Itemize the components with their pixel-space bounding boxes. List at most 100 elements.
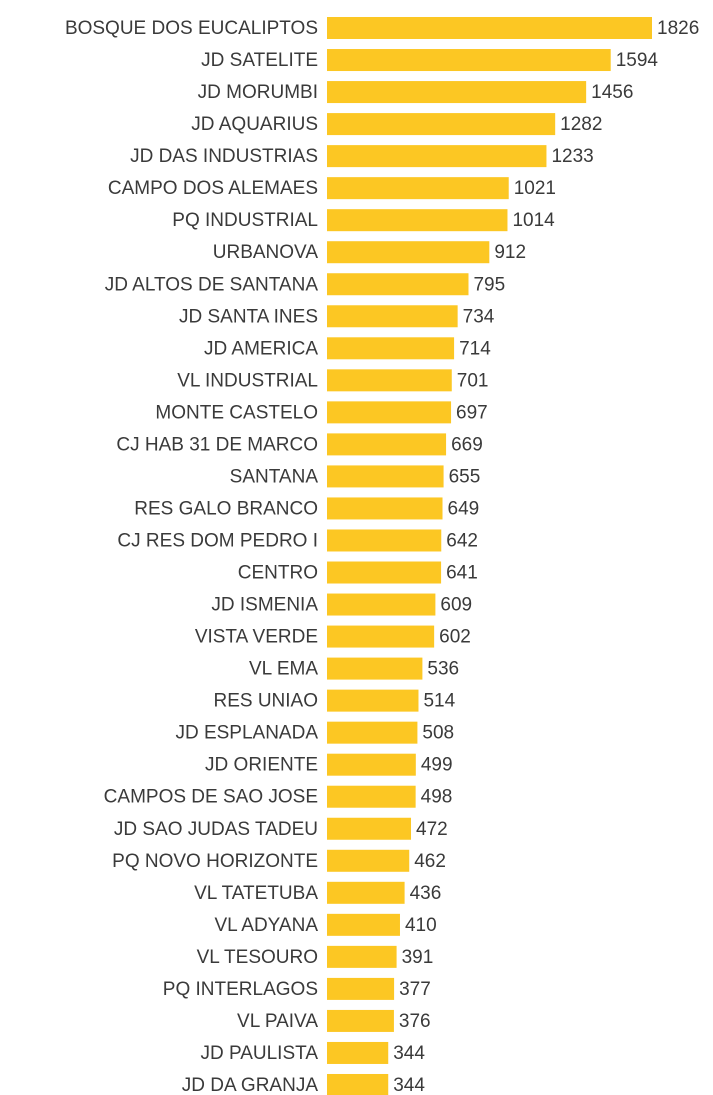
category-label: RES UNIAO (213, 691, 318, 712)
category-label: VL PAIVA (237, 1011, 318, 1032)
category-label: MONTE CASTELO (155, 402, 318, 423)
bar (327, 657, 423, 680)
category-label: JD ALTOS DE SANTANA (105, 274, 319, 295)
value-label: 472 (416, 819, 448, 840)
value-label: 602 (439, 627, 471, 648)
category-label: VISTA VERDE (195, 627, 318, 648)
bar (327, 49, 611, 72)
value-label: 1826 (657, 18, 699, 39)
bar (327, 849, 410, 872)
value-label: 436 (410, 883, 442, 904)
category-label: RES GALO BRANCO (134, 498, 318, 519)
category-label: VL ADYANA (215, 915, 319, 936)
bar (327, 305, 458, 328)
category-label: PQ NOVO HORIZONTE (112, 851, 318, 872)
category-label: JD MORUMBI (198, 82, 318, 103)
category-label: CJ RES DOM PEDRO I (117, 530, 318, 551)
value-label: 649 (448, 498, 480, 519)
bar (327, 1041, 389, 1064)
bar (327, 337, 455, 360)
value-label: 344 (393, 1075, 425, 1095)
category-label: BOSQUE DOS EUCALIPTOS (65, 18, 318, 39)
bar (327, 209, 508, 232)
value-label: 912 (494, 242, 526, 263)
value-label: 536 (427, 659, 459, 680)
category-label: JD DAS INDUSTRIAS (130, 146, 318, 167)
value-label: 508 (422, 723, 454, 744)
value-label: 1456 (591, 82, 633, 103)
category-label: PQ INDUSTRIAL (172, 210, 318, 231)
value-label: 701 (457, 370, 489, 391)
bar (327, 113, 556, 136)
category-label: JD SANTA INES (179, 306, 318, 327)
value-label: 609 (440, 595, 472, 616)
bar (327, 753, 416, 776)
bar (327, 817, 412, 840)
bar (327, 465, 444, 488)
category-label: JD PAULISTA (200, 1043, 318, 1064)
value-label: 499 (421, 755, 453, 776)
bar (327, 433, 447, 456)
bar (327, 593, 436, 616)
value-label: 376 (399, 1011, 431, 1032)
bar (327, 81, 587, 104)
value-label: 642 (446, 530, 478, 551)
category-label: JD ORIENTE (205, 755, 318, 776)
bar (327, 1073, 389, 1095)
value-label: 1233 (551, 146, 593, 167)
category-label: JD AQUARIUS (191, 114, 318, 135)
value-label: 714 (459, 338, 491, 359)
value-label: 734 (463, 306, 495, 327)
bar (327, 689, 419, 712)
value-label: 377 (399, 979, 431, 1000)
value-label: 1014 (512, 210, 555, 231)
category-label: VL TATETUBA (194, 883, 318, 904)
bar (327, 17, 652, 39)
value-label: 498 (421, 787, 453, 808)
bar (327, 273, 469, 296)
bar (327, 721, 418, 744)
category-label: JD ESPLANADA (175, 723, 318, 744)
bar (327, 369, 452, 392)
value-label: 1594 (616, 50, 659, 71)
bar (327, 881, 405, 904)
category-label: PQ INTERLAGOS (163, 979, 318, 1000)
category-label: VL TESOURO (197, 947, 318, 968)
bar (327, 497, 443, 520)
value-label: 391 (402, 947, 434, 968)
category-label: JD AMERICA (204, 338, 318, 359)
bar (327, 785, 416, 808)
category-label: SANTANA (230, 466, 319, 487)
bar (327, 145, 547, 168)
bar (327, 561, 442, 584)
value-label: 410 (405, 915, 437, 936)
bar (327, 177, 509, 200)
category-label: JD ISMENIA (211, 595, 318, 616)
category-label: URBANOVA (213, 242, 319, 263)
category-label: JD DA GRANJA (182, 1075, 319, 1095)
value-label: 669 (451, 434, 483, 455)
value-label: 1021 (514, 178, 556, 199)
bar (327, 977, 395, 1000)
bar (327, 529, 442, 552)
category-label: VL EMA (249, 659, 318, 680)
category-label: CAMPOS DE SAO JOSE (104, 787, 318, 808)
category-label: VL INDUSTRIAL (177, 370, 318, 391)
value-label: 641 (446, 563, 478, 584)
value-label: 344 (393, 1043, 425, 1064)
category-label: CAMPO DOS ALEMAES (108, 178, 318, 199)
value-label: 697 (456, 402, 488, 423)
value-label: 514 (423, 691, 455, 712)
category-label: JD SAO JUDAS TADEU (114, 819, 318, 840)
bar (327, 401, 452, 424)
category-label: CJ HAB 31 DE MARCO (116, 434, 318, 455)
bar (327, 945, 397, 968)
bar (327, 1009, 394, 1032)
value-label: 1282 (560, 114, 602, 135)
value-label: 795 (473, 274, 505, 295)
value-label: 655 (449, 466, 481, 487)
bar (327, 241, 490, 264)
bar (327, 913, 400, 936)
value-label: 462 (414, 851, 446, 872)
